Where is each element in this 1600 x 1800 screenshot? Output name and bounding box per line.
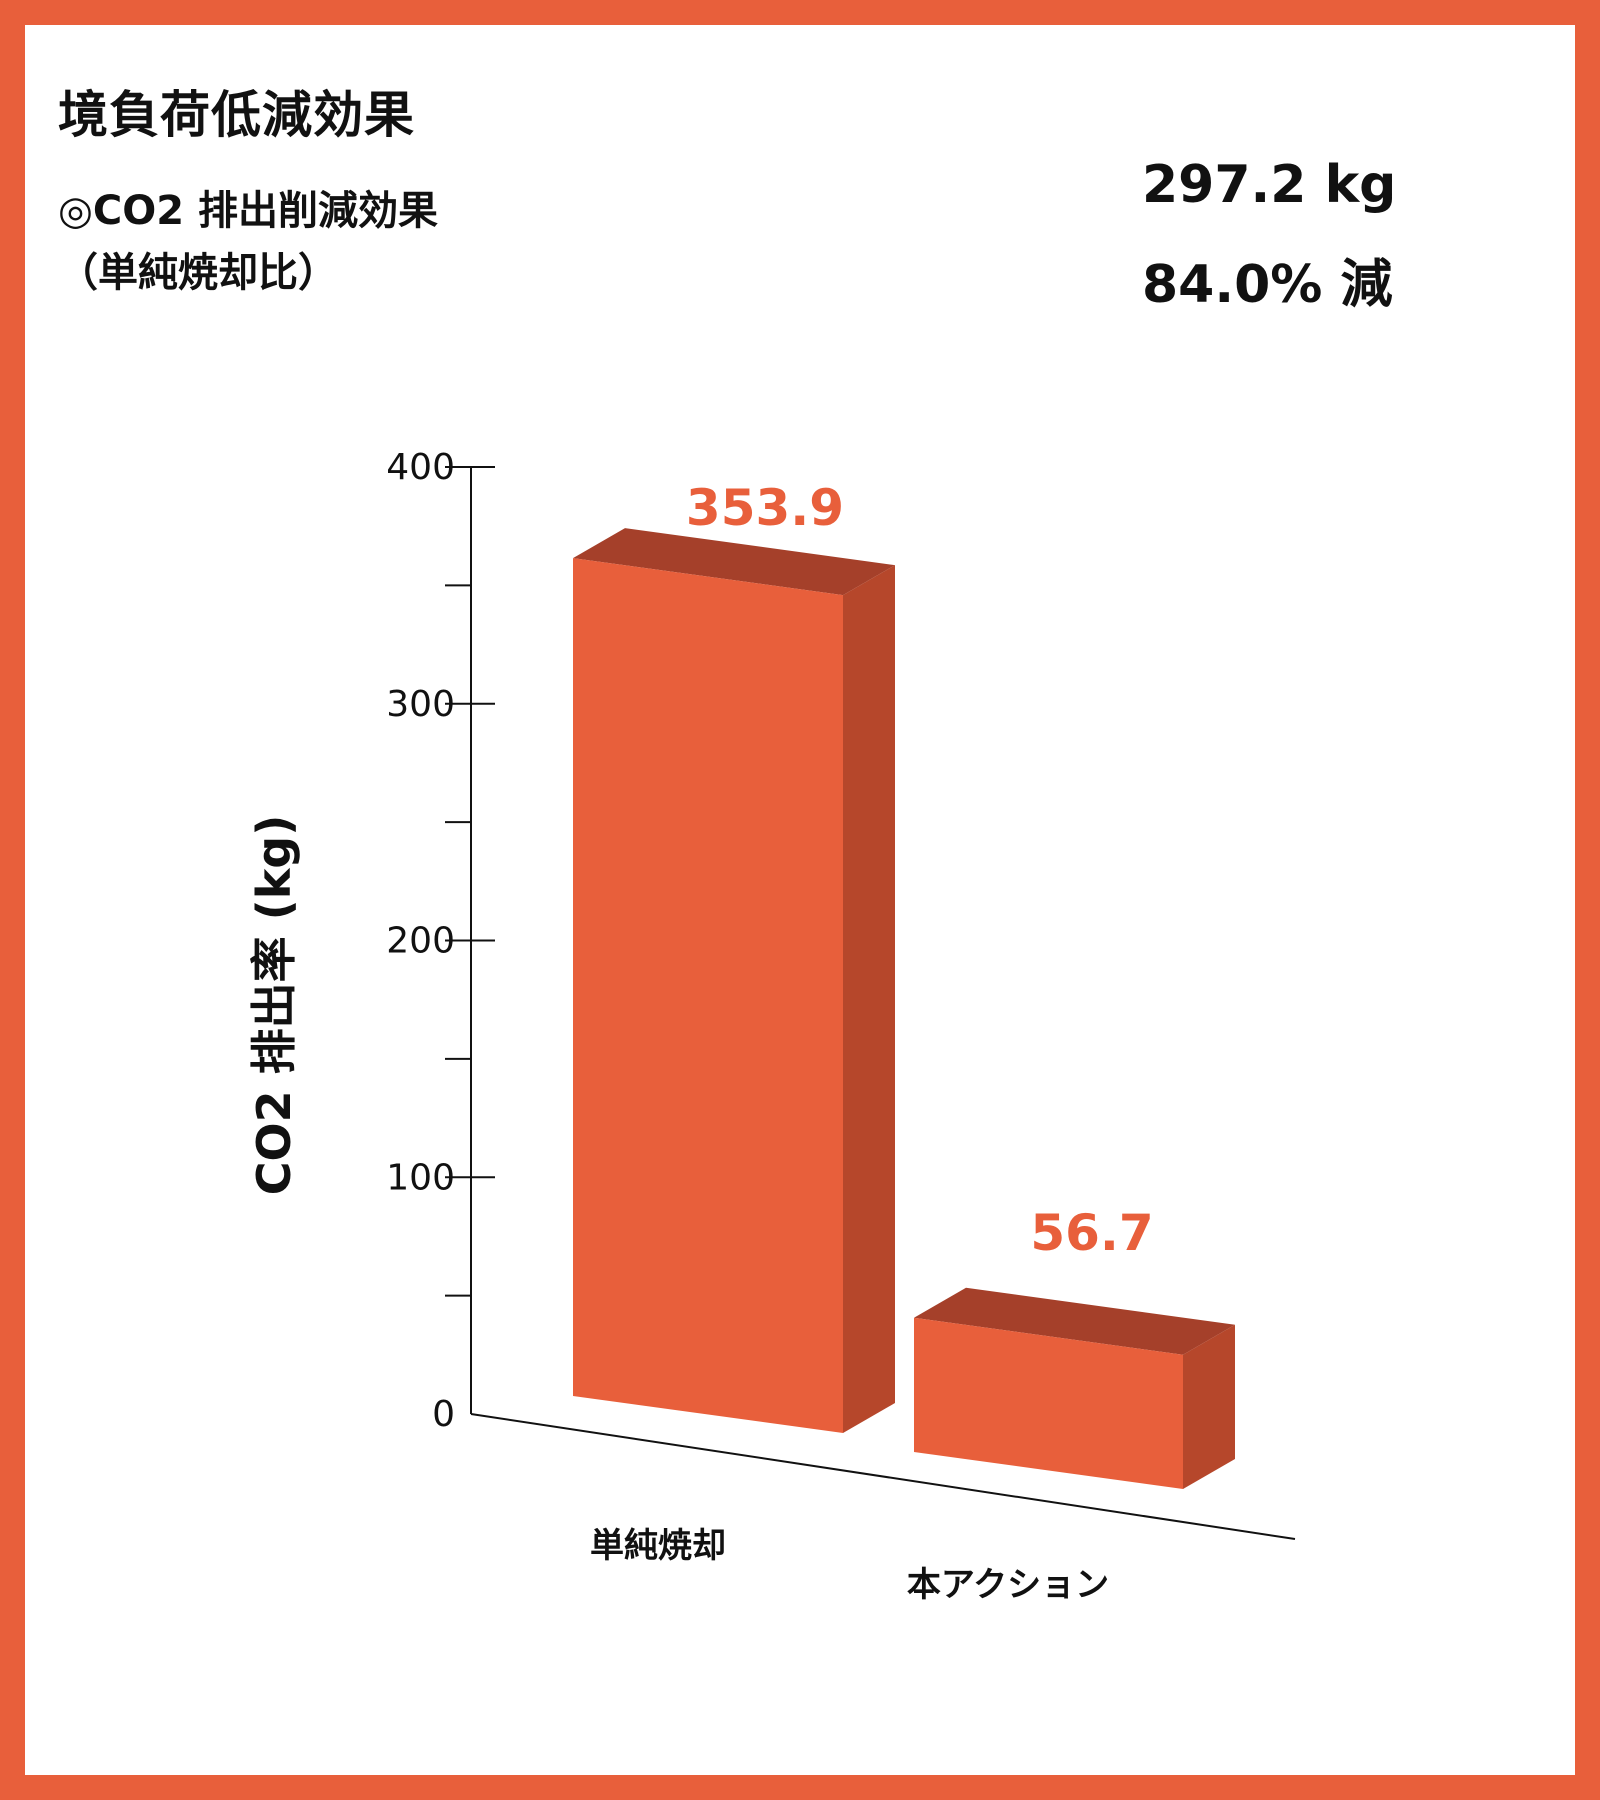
y-tick-label: 0 [432, 1394, 455, 1435]
y-tick-label: 100 [386, 1157, 455, 1198]
x-category-label: 単純焼却 [590, 1526, 726, 1566]
reduction-rate: 84.0% 減 [1142, 255, 1393, 315]
chart-subtitle: ◎CO2 排出削減効果 （単純焼却比） [58, 180, 438, 304]
reduction-summary: 297.2 kg 84.0% 減 [1142, 135, 1396, 335]
bar-side-face [1183, 1324, 1235, 1489]
y-tick-label: 200 [386, 921, 455, 962]
y-tick-label: 300 [386, 684, 455, 725]
subtitle-line-2: （単純焼却比） [58, 250, 338, 296]
chart-bars [573, 528, 1235, 1489]
bar-side-face [843, 565, 895, 1433]
bar-value-label: 56.7 [1030, 1204, 1153, 1262]
bar-top-face [914, 1287, 1235, 1355]
x-axis-line [470, 1413, 1296, 1540]
bar-front-face [573, 558, 843, 1433]
bar-front-face [914, 1317, 1183, 1489]
bar-top-face [573, 528, 895, 596]
bar-value-label: 353.9 [686, 479, 844, 537]
chart-labels: 353.9 単純焼却 56.7 本アクション [590, 479, 1154, 1605]
x-category-label: 本アクション [907, 1565, 1109, 1605]
y-axis-label: CO2 排出率 (kg) [247, 815, 301, 1195]
chart-title: 境負荷低減効果 [58, 86, 415, 144]
reduction-amount: 297.2 kg [1142, 155, 1397, 215]
y-tick-label: 400 [386, 447, 455, 488]
subtitle-line-1: ◎CO2 排出削減効果 [58, 188, 439, 234]
chart-axes: 0 100 200 300 400 [386, 447, 1296, 1540]
